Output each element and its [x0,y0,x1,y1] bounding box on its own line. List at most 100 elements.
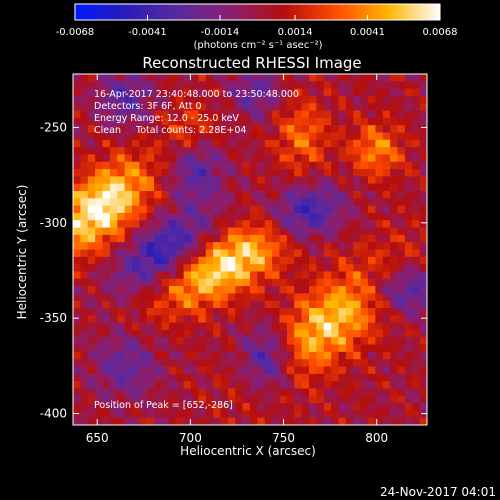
heatmap-cell [220,132,229,141]
heatmap-cell [220,366,229,375]
heatmap-cell [412,315,421,324]
heatmap-cell [316,395,325,404]
heatmap-cell [301,191,310,199]
heatmap-cell [353,359,362,368]
heatmap-cell [382,176,391,185]
heatmap-cell [338,286,347,294]
heatmap-cell [161,417,170,425]
heatmap-cell [286,395,295,404]
heatmap-cell [316,300,325,309]
heatmap-cell [309,198,317,207]
heatmap-cell [375,183,384,192]
heatmap-cell [404,212,413,221]
heatmap-cell [368,344,376,353]
heatmap-cell [309,388,317,397]
heatmap-cell [286,249,295,258]
heatmap-cell [109,205,118,214]
heatmap-cell [205,191,214,199]
heatmap-cell [286,322,295,331]
heatmap-cell [323,110,332,119]
heatmap-cell [309,329,317,338]
heatmap-cell [301,315,310,324]
heatmap-cell [360,154,369,163]
heatmap-cell [316,147,325,156]
heatmap-cell [279,337,288,346]
heatmap-cell [419,161,427,170]
heatmap-cell [132,183,140,192]
heatmap-cell [338,125,347,134]
heatmap-cell [382,125,391,134]
heatmap-cell [176,161,185,170]
heatmap-cell [375,344,384,353]
heatmap-cell [294,351,303,360]
heatmap-cell [390,388,399,397]
heatmap-cell [412,300,421,309]
heatmap-cell [146,410,155,419]
heatmap-cell [279,278,288,287]
heatmap-cell [301,198,310,207]
heatmap-cell [227,381,236,390]
heatmap-cell [205,249,214,258]
heatmap-cell [161,227,170,236]
heatmap-cell [286,359,295,368]
heatmap-cell [338,381,347,390]
heatmap-cell [397,300,406,309]
heatmap-cell [331,351,340,360]
heatmap-cell [146,110,155,119]
heatmap-cell [73,351,81,360]
heatmap-cell [323,315,332,324]
heatmap-cell [102,242,111,251]
heatmap-cell [191,359,199,368]
heatmap-cell [154,256,163,265]
heatmap-cell [331,337,340,346]
heatmap-cell [95,161,104,170]
heatmap-cell [109,169,118,177]
info-line: Energy Range: 12.0 - 25.0 keV [94,113,239,124]
colorbar-tick-label: -0.0014 [201,27,240,38]
heatmap-cell [382,81,391,90]
heatmap-cell [279,322,288,331]
heatmap-cell [242,278,251,287]
heatmap-cell [404,337,413,346]
heatmap-cell [117,220,126,229]
heatmap-cell [286,212,295,221]
heatmap-cell [286,278,295,287]
heatmap-cell [390,242,399,251]
heatmap-cell [250,74,258,82]
heatmap-cell [294,81,303,90]
heatmap-cell [213,139,222,148]
heatmap-cell [257,264,266,273]
heatmap-cell [80,81,89,90]
heatmap-cell [242,300,251,309]
heatmap-cell [220,278,229,287]
heatmap-cell [183,117,192,126]
heatmap-cell [272,351,281,360]
heatmap-cell [250,373,258,382]
heatmap-cell [205,132,214,141]
heatmap-cell [412,169,421,177]
heatmap-cell [87,220,96,229]
heatmap-cell [220,293,229,302]
heatmap-cell [301,132,310,141]
heatmap-cell [235,322,244,331]
heatmap-cell [205,198,214,207]
heatmap-cell [146,147,155,156]
heatmap-cell [198,264,207,273]
heatmap-cell [309,359,317,368]
heatmap-cell [80,212,89,221]
heatmap-cell [161,242,170,251]
heatmap-cell [419,410,427,419]
heatmap-cell [146,351,155,360]
heatmap-cell [242,337,251,346]
heatmap-cell [345,154,354,163]
heatmap-cell [205,351,214,360]
heatmap-cell [205,161,214,170]
heatmap-cell [360,74,369,82]
heatmap-cell [353,337,362,346]
heatmap-cell [338,293,347,302]
heatmap-cell [191,293,199,302]
heatmap-cell [375,191,384,199]
heatmap-cell [419,278,427,287]
heatmap-cell [109,366,118,375]
heatmap-cell [161,286,170,294]
